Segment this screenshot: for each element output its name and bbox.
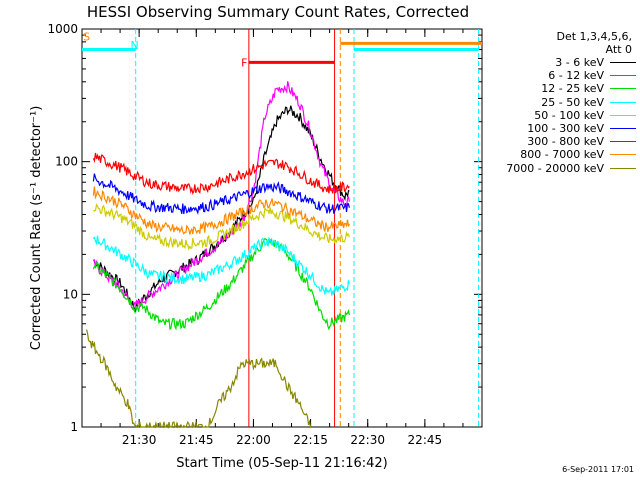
legend-entry: 25 - 50 keV — [541, 96, 636, 109]
x-tick-label: 22:00 — [236, 433, 271, 447]
series-line-25-50-kev — [92, 235, 350, 296]
legend-label: 50 - 100 keV — [534, 108, 604, 122]
x-tick-label: 22:30 — [350, 433, 385, 447]
x-tick-labels: 21:30 21:45 22:00 22:15 22:30 22:45 — [122, 433, 442, 447]
x-tick-label: 22:15 — [293, 433, 328, 447]
legend-label: 100 - 300 keV — [527, 122, 604, 135]
series-line-100-300-kev — [92, 173, 350, 215]
legend-label: 3 - 6 keV — [555, 56, 604, 69]
interval-bars — [82, 29, 482, 427]
series-line-800-7000-kev — [92, 186, 350, 235]
footer-date: 6-Sep-2011 17:01 — [562, 465, 634, 474]
series-line-300-800-kev — [92, 152, 350, 195]
legend-entry: 300 - 800 keV — [527, 135, 636, 148]
legend-swatch — [610, 114, 636, 116]
legend-swatch — [610, 88, 636, 90]
legend-swatch — [610, 62, 636, 63]
series-lines — [86, 81, 350, 429]
legend-swatch — [610, 128, 636, 129]
annotations: S N F — [83, 30, 247, 69]
legend-entry: 800 - 7000 keV — [520, 148, 636, 161]
series-line-7000-20000-kev — [86, 329, 312, 429]
legend-entry: 12 - 25 keV — [541, 82, 636, 95]
y-axis-label: Corrected Count Rate (s⁻¹ detector⁻¹) — [29, 106, 44, 351]
legend-label: 25 - 50 keV — [541, 95, 604, 109]
legend-label: 800 - 7000 keV — [520, 148, 604, 162]
x-tick-label: 21:45 — [179, 433, 214, 447]
legend-label: 12 - 25 keV — [541, 82, 604, 96]
legend-swatch — [610, 154, 636, 156]
legend-entry: 7000 - 20000 keV — [506, 162, 636, 175]
legend-entry: 100 - 300 keV — [527, 122, 636, 135]
x-tick-label: 22:45 — [408, 433, 443, 447]
legend-entry: 3 - 6 keV — [555, 56, 636, 69]
legend-header: Det 1,3,4,5,6, Att 0 — [556, 30, 632, 56]
legend-label: 300 - 800 keV — [527, 135, 604, 149]
y-tick-label: 1000 — [47, 22, 78, 36]
legend-label: 7000 - 20000 keV — [506, 161, 604, 175]
annotation-n: N — [130, 39, 138, 52]
series-line-6-12-kev — [93, 81, 350, 310]
series-line-12-25-kev — [92, 237, 350, 331]
legend-title: Det 1,3,4,5,6, — [556, 30, 632, 43]
y-tick-label: 100 — [55, 155, 78, 169]
legend-entry: 6 - 12 keV — [548, 69, 636, 82]
x-axis-label: Start Time (05-Sep-11 21:16:42) — [176, 456, 387, 471]
annotation-s: S — [83, 30, 90, 43]
plot-frame — [81, 28, 483, 428]
series-line-50-100-kev — [93, 203, 350, 251]
y-tick-label: 1 — [70, 420, 78, 434]
legend-swatch — [610, 101, 636, 103]
y-tick-label: 10 — [63, 287, 78, 301]
legend-swatch — [610, 167, 636, 169]
legend-label: 6 - 12 keV — [548, 69, 604, 83]
x-tick-label: 21:30 — [122, 433, 157, 447]
y-tick-labels: 1 10 100 1000 — [47, 22, 78, 434]
chart-title: HESSI Observing Summary Count Rates, Cor… — [87, 3, 469, 21]
legend-swatch — [610, 75, 636, 77]
legend-swatch — [610, 141, 636, 143]
legend-entry: 50 - 100 keV — [534, 109, 636, 122]
annotation-f: F — [241, 56, 247, 69]
legend-subtitle: Att 0 — [605, 43, 632, 56]
